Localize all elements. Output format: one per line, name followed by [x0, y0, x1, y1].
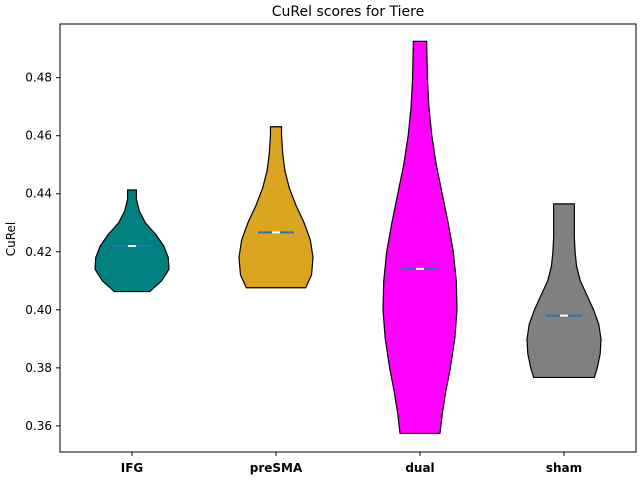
violin-presma — [238, 126, 314, 289]
chart-title: CuRel scores for Tiere — [272, 4, 424, 20]
y-tick-label: 0.48 — [25, 71, 52, 85]
y-tick-label: 0.38 — [25, 361, 52, 375]
y-axis-label: CuRel — [4, 222, 18, 257]
violin-dual — [382, 40, 458, 435]
y-tick-label: 0.44 — [25, 187, 52, 201]
y-tick-label: 0.46 — [25, 129, 52, 143]
plot-frame — [59, 23, 637, 453]
violin-ifg — [94, 189, 170, 293]
x-tick-label-sham: sham — [546, 461, 582, 475]
y-tick-label: 0.42 — [25, 245, 52, 259]
violin-sham — [526, 203, 602, 379]
y-tick-label: 0.36 — [25, 419, 52, 433]
x-tick-label-presma: preSMA — [250, 461, 303, 475]
x-tick-label-dual: dual — [405, 461, 434, 475]
y-tick-label: 0.40 — [25, 303, 52, 317]
x-tick-label-ifg: IFG — [121, 461, 144, 475]
